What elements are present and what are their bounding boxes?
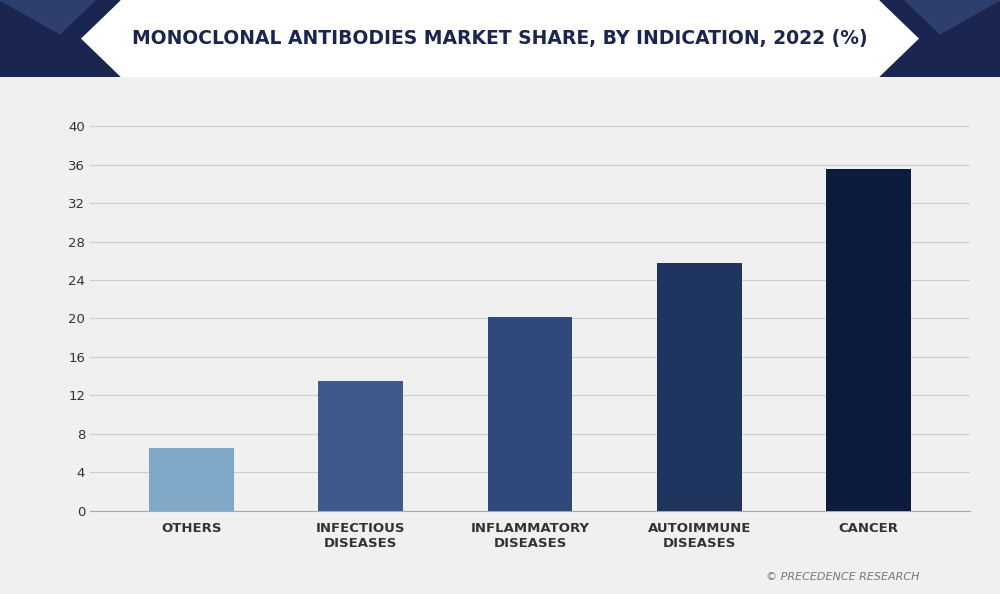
Polygon shape — [905, 0, 1000, 34]
Bar — [488, 317, 572, 511]
Polygon shape — [880, 0, 1000, 77]
Text: MONOCLONAL ANTIBODIES MARKET SHARE, BY INDICATION, 2022 (%): MONOCLONAL ANTIBODIES MARKET SHARE, BY I… — [132, 29, 868, 48]
Polygon shape — [0, 0, 120, 77]
Bar — [657, 263, 742, 511]
Bar — [826, 169, 911, 511]
Polygon shape — [0, 0, 95, 34]
Polygon shape — [80, 0, 920, 77]
Bar — [318, 381, 403, 511]
Text: © PRECEDENCE RESEARCH: © PRECEDENCE RESEARCH — [767, 572, 920, 582]
Bar — [149, 448, 234, 511]
